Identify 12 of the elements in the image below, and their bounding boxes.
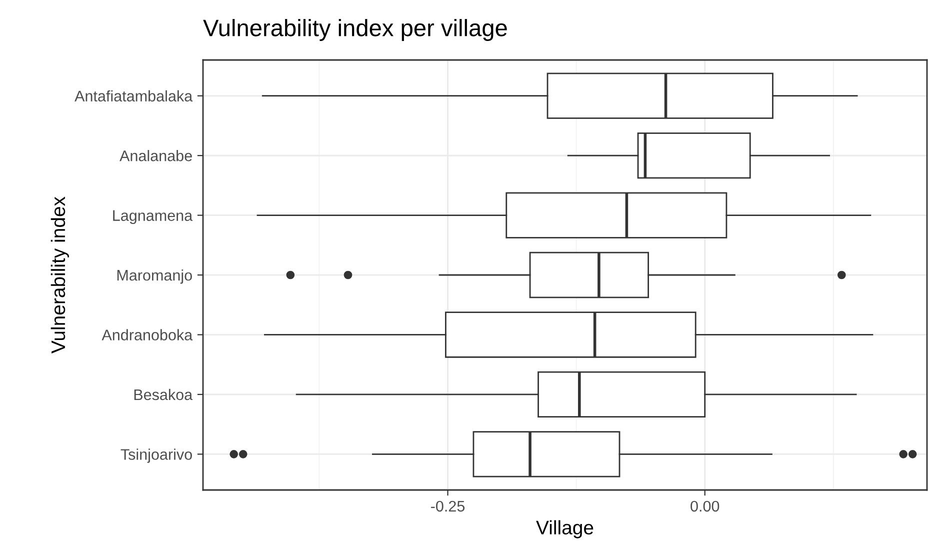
y-axis-title: Vulnerability index xyxy=(50,196,69,354)
y-tick-label: Andranoboka xyxy=(102,329,193,340)
y-tick-label: Besakoa xyxy=(134,388,193,400)
y-tick-label: Antafiatambalaka xyxy=(74,90,193,102)
y-tick-label: Analanabe xyxy=(120,150,192,162)
x-tick-label: 0.00 xyxy=(690,500,720,512)
y-tick-label: Lagnamena xyxy=(113,210,193,224)
y-tick-label: Tsinjoarivo xyxy=(120,448,192,463)
y-tick-label: Maromanjo xyxy=(117,269,192,284)
chart-title: Vulnerability index per village xyxy=(203,18,507,42)
x-tick-label: -0.25 xyxy=(431,500,465,512)
x-axis-title: Village xyxy=(536,520,594,538)
